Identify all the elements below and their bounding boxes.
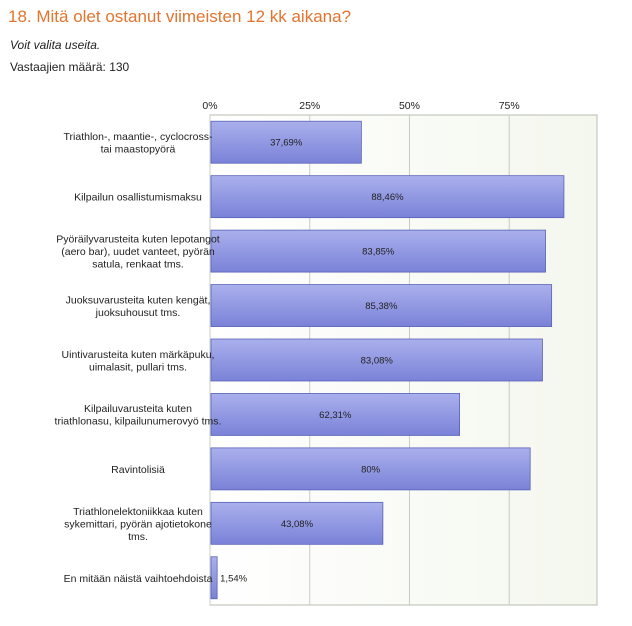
category-label: Triathlonelektoniikkaa kuten sykemittari,… [64,506,212,543]
bar [210,393,460,436]
category-label-line: tai maastopyörä [101,143,176,155]
category-label: En mitään näistä vaihtoehdoista [64,573,213,585]
category-label: Kilpailuvarusteita kuten triathlonasu, ki… [55,403,222,428]
bar-value-label: 88,46% [371,192,404,203]
category-label-line: sykemittari, pyörän ajotietokone [64,518,212,530]
category-label-line: Ravintolisiä [111,464,165,476]
category-label-line: Uintivarusteita kuten märkäpuku, [62,349,215,361]
respondent-count: Vastaajien määrä: 130 [10,60,129,74]
tick-label: 25% [299,100,320,112]
bar [210,447,531,491]
bar-value-label: 83,85% [362,247,395,258]
category-label-line: En mitään näistä vaihtoehdoista [64,573,213,585]
category-label: Triathlon-, maantie-, cyclocross-tai maa… [64,131,213,156]
bar-chart: 0% 25% 50% 75% 37,69% Triathlon-, maantie-, c… [55,100,598,606]
bar [210,229,546,273]
category-label-line: juoksuhousut tms. [95,307,181,319]
bar [210,175,565,219]
respondent-count-value: 130 [109,60,130,74]
category-label-line: Kilpailun osallistumismaksu [74,192,202,204]
respondent-count-label: Vastaajien määrä: [10,60,106,74]
question-title: 18. Mitä olet ostanut viimeisten 12 kk a… [8,7,352,26]
category-label: Uintivarusteita kuten märkäpuku, uimalasi… [62,349,215,374]
bar-value-label: 62,31% [319,410,352,421]
category-label: Ravintolisiä [111,464,165,476]
tick-label: 0% [202,100,217,112]
question-hint: Voit valita useita. [10,38,101,52]
bar [210,120,362,164]
bar-value-label: 37,69% [270,138,303,149]
category-label: Pyöräilyvarusteita kuten lepotangot (aero… [56,234,220,271]
category-label-line: triathlonasu, kilpailunumerovyö tms. [55,416,222,428]
category-label-line: (aero bar), uudet vanteet, pyörän [61,246,215,258]
bar-value-label: 83,08% [361,356,394,367]
bar-value-label: 85,38% [365,301,398,312]
category-label-line: Juoksuvarusteita kuten kengät, [66,294,211,306]
tick-label: 50% [399,100,420,112]
category-label-line: tms. [128,531,148,543]
category-label: Kilpailun osallistumismaksu [74,192,202,204]
category-label-line: Pyöräilyvarusteita kuten lepotangot [56,234,220,246]
bar [210,501,384,545]
category-label-line: uimalasit, pullari tms. [89,361,187,373]
category-label-line: Triathlonelektoniikkaa kuten [73,506,203,518]
bar [210,556,218,600]
bar-value-label: 43,08% [281,519,314,530]
bar [210,284,553,327]
bar [210,338,543,382]
category-label-line: Kilpailuvarusteita kuten [84,403,192,415]
category-label-line: satula, renkaat tms. [92,259,184,271]
category-label: Juoksuvarusteita kuten kengät, juoksuhous… [66,294,211,319]
category-label-line: Triathlon-, maantie-, cyclocross- [64,131,213,143]
bar-value-label: 1,54% [220,573,247,584]
tick-label: 75% [499,100,520,112]
bar-value-label: 80% [361,464,381,475]
